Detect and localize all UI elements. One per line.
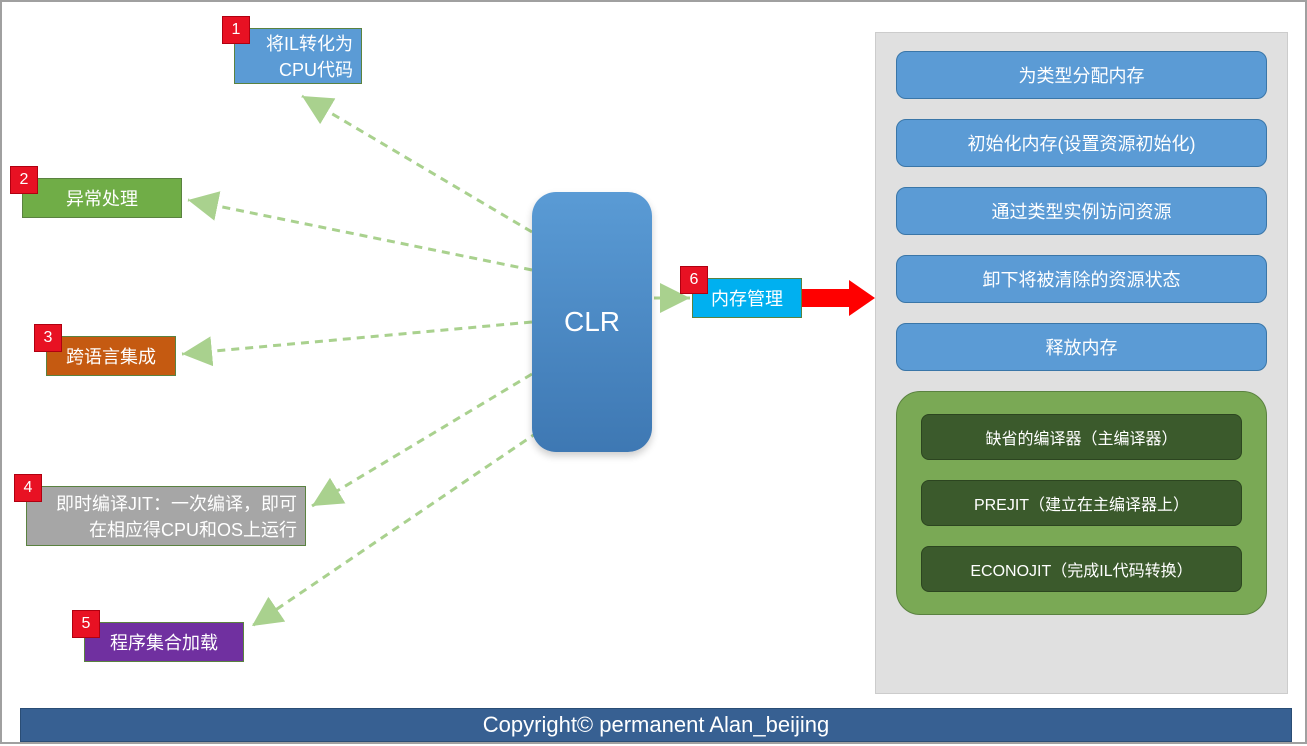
memory-step-card: 初始化内存(设置资源初始化) — [896, 119, 1267, 167]
feature-node-1: 将IL转化为 CPU代码1 — [234, 28, 362, 84]
dashed-connector — [188, 200, 532, 270]
jit-compilers-group: 缺省的编译器（主编译器） PREJIT（建立在主编译器上） ECONOJIT（完成I… — [896, 391, 1267, 615]
feature-node-label: 异常处理 — [31, 185, 173, 211]
feature-badge: 4 — [14, 474, 42, 502]
memory-step-card: 释放内存 — [896, 323, 1267, 371]
dashed-connector — [182, 322, 532, 354]
feature-node-6: 内存管理6 — [692, 278, 802, 318]
clr-label: CLR — [564, 306, 620, 338]
footer-text: Copyright© permanent Alan_beijing — [483, 712, 829, 738]
memory-step-card: 为类型分配内存 — [896, 51, 1267, 99]
feature-node-label: 程序集合加载 — [93, 629, 235, 655]
memory-step-card: 通过类型实例访问资源 — [896, 187, 1267, 235]
feature-node-label: 内存管理 — [701, 285, 793, 311]
dashed-connector — [302, 96, 532, 232]
clr-center-node: CLR — [532, 192, 652, 452]
feature-node-5: 程序集合加载5 — [84, 622, 244, 662]
memory-step-card: 卸下将被清除的资源状态 — [896, 255, 1267, 303]
feature-badge: 1 — [222, 16, 250, 44]
jit-compiler-card: 缺省的编译器（主编译器） — [921, 414, 1242, 460]
feature-node-3: 跨语言集成3 — [46, 336, 176, 376]
feature-badge: 3 — [34, 324, 62, 352]
feature-badge: 6 — [680, 266, 708, 294]
red-arrow — [802, 280, 875, 316]
feature-badge: 2 — [10, 166, 38, 194]
feature-node-label: 将IL转化为 CPU代码 — [243, 30, 353, 82]
feature-node-label: 跨语言集成 — [55, 343, 167, 369]
feature-node-4: 即时编译JIT：一次编译，即可 在相应得CPU和OS上运行4 — [26, 486, 306, 546]
dashed-connector — [312, 374, 532, 506]
feature-badge: 5 — [72, 610, 100, 638]
jit-compiler-card: PREJIT（建立在主编译器上） — [921, 480, 1242, 526]
jit-compiler-card: ECONOJIT（完成IL代码转换） — [921, 546, 1242, 592]
copyright-footer: Copyright© permanent Alan_beijing — [20, 708, 1292, 742]
memory-management-panel: 为类型分配内存初始化内存(设置资源初始化) 通过类型实例访问资源卸下将被清除的资源… — [875, 32, 1288, 694]
feature-node-label: 即时编译JIT：一次编译，即可 在相应得CPU和OS上运行 — [35, 490, 297, 542]
feature-node-2: 异常处理2 — [22, 178, 182, 218]
